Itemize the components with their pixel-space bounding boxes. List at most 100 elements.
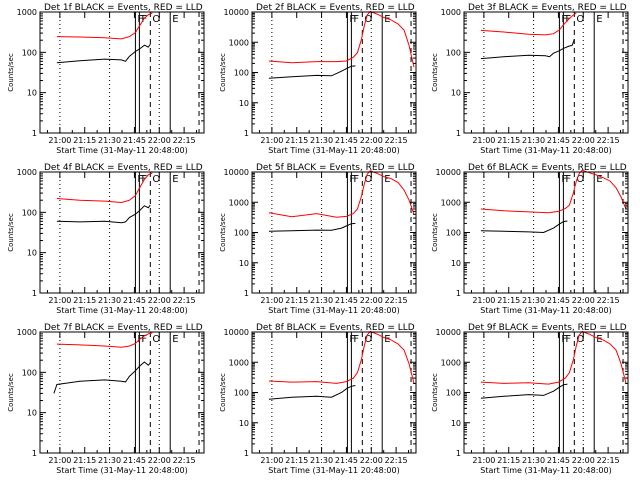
y-tick-label: 10	[451, 89, 461, 98]
event-marker-label: O	[364, 174, 372, 185]
y-tick-label: 1000	[17, 168, 37, 177]
lld-series-line	[480, 330, 627, 385]
x-axis-title: Start Time (31-May-11 20:48:00)	[480, 306, 611, 315]
x-tick-label: 22:00	[572, 136, 595, 145]
x-tick-label: 22:00	[572, 456, 595, 465]
event-marker-label: F	[561, 174, 567, 185]
x-axis-title: Start Time (31-May-11 20:48:00)	[480, 146, 611, 155]
event-marker-label: F	[565, 334, 571, 345]
y-tick-label: 1	[456, 129, 461, 138]
x-axis-title: Start Time (31-May-11 20:48:00)	[268, 146, 399, 155]
x-tick-label: 21:30	[310, 456, 333, 465]
y-axis-title: Counts/sec	[7, 213, 15, 252]
y-axis-title: Counts/sec	[219, 213, 227, 252]
y-tick-label: 1	[244, 449, 249, 458]
y-axis-title: Counts/sec	[431, 373, 439, 412]
x-axis-title: Start Time (31-May-11 20:48:00)	[56, 146, 187, 155]
x-tick-label: 21:00	[260, 296, 283, 305]
x-tick-label: 22:00	[360, 296, 383, 305]
panel-title: Det 7f BLACK = Events, RED = LLD	[44, 323, 203, 333]
event-marker-label: O	[576, 334, 584, 345]
event-marker-label: O	[364, 334, 372, 345]
y-tick-label: 100	[446, 229, 461, 238]
events-series-line	[268, 65, 356, 79]
event-marker-label: F	[137, 14, 143, 25]
y-axis-title: Counts/sec	[7, 373, 15, 412]
event-marker-label: F	[565, 174, 571, 185]
panel-title: Det 6f BLACK = Events, RED = LLD	[468, 163, 627, 173]
x-tick-label: 21:30	[98, 136, 121, 145]
x-tick-label: 21:00	[48, 456, 71, 465]
event-marker-label: F	[137, 334, 143, 345]
y-tick-label: 1	[32, 129, 37, 138]
x-axis-title: Start Time (31-May-11 20:48:00)	[480, 466, 611, 475]
panel-title: Det 4f BLACK = Events, RED = LLD	[44, 163, 203, 173]
x-tick-label: 21:15	[497, 136, 520, 145]
panel-title: Det 8f BLACK = Events, RED = LLD	[256, 323, 415, 333]
y-tick-label: 1	[244, 129, 249, 138]
x-tick-label: 21:00	[48, 136, 71, 145]
x-tick-label: 21:00	[472, 456, 495, 465]
events-series-line	[480, 383, 568, 399]
x-tick-label: 21:30	[310, 136, 333, 145]
x-tick-label: 21:45	[335, 296, 358, 305]
events-series-line	[53, 361, 151, 394]
x-tick-label: 21:00	[260, 136, 283, 145]
x-tick-label: 21:15	[73, 456, 96, 465]
x-tick-label: 21:15	[497, 456, 520, 465]
events-series-line	[268, 385, 356, 400]
x-tick-label: 22:15	[173, 296, 196, 305]
x-tick-label: 21:45	[123, 456, 146, 465]
lld-series-line	[56, 12, 153, 40]
event-marker-label: O	[576, 174, 584, 185]
x-tick-label: 21:30	[98, 296, 121, 305]
x-tick-label: 22:15	[173, 456, 196, 465]
y-tick-label: 1000	[229, 38, 249, 47]
lld-series-line	[56, 332, 153, 348]
event-marker-label: F	[561, 334, 567, 345]
event-marker-label: F	[353, 334, 359, 345]
panel-title: Det 3f BLACK = Events, RED = LLD	[468, 3, 627, 13]
panel-title: Det 5f BLACK = Events, RED = LLD	[256, 163, 415, 173]
event-marker-label: F	[353, 14, 359, 25]
y-tick-label: 10000	[224, 8, 249, 17]
event-marker-label: E	[172, 174, 178, 185]
y-tick-label: 1000	[229, 358, 249, 367]
x-tick-label: 22:15	[173, 136, 196, 145]
x-tick-label: 21:30	[522, 296, 545, 305]
x-tick-label: 21:15	[73, 136, 96, 145]
event-marker-label: O	[152, 174, 160, 185]
x-tick-label: 21:00	[260, 456, 283, 465]
y-axis-title: Counts/sec	[431, 213, 439, 252]
x-axis-title: Start Time (31-May-11 20:48:00)	[268, 466, 399, 475]
y-tick-label: 1	[32, 289, 37, 298]
y-tick-label: 1000	[441, 198, 461, 207]
x-tick-label: 21:15	[285, 456, 308, 465]
event-marker-label: F	[353, 174, 359, 185]
lld-series-line	[268, 170, 415, 218]
x-tick-label: 21:45	[123, 136, 146, 145]
events-series-line	[268, 222, 356, 232]
event-marker-label: F	[349, 14, 355, 25]
event-marker-label: E	[172, 334, 178, 345]
x-tick-label: 21:30	[522, 456, 545, 465]
event-marker-label: F	[349, 174, 355, 185]
y-tick-label: 1000	[17, 328, 37, 337]
event-marker-label: E	[596, 174, 602, 185]
x-tick-label: 21:30	[310, 296, 333, 305]
x-tick-label: 21:15	[73, 296, 96, 305]
y-tick-label: 1000	[441, 358, 461, 367]
y-tick-label: 10000	[224, 168, 249, 177]
panel-title: Det 2f BLACK = Events, RED = LLD	[256, 3, 415, 13]
panel-title: Det 9f BLACK = Events, RED = LLD	[468, 323, 627, 333]
event-marker-label: O	[364, 14, 372, 25]
y-tick-label: 10	[27, 409, 37, 418]
event-marker-label: E	[596, 334, 602, 345]
y-tick-label: 100	[22, 48, 37, 57]
y-tick-label: 100	[22, 368, 37, 377]
y-axis-title: Counts/sec	[219, 373, 227, 412]
